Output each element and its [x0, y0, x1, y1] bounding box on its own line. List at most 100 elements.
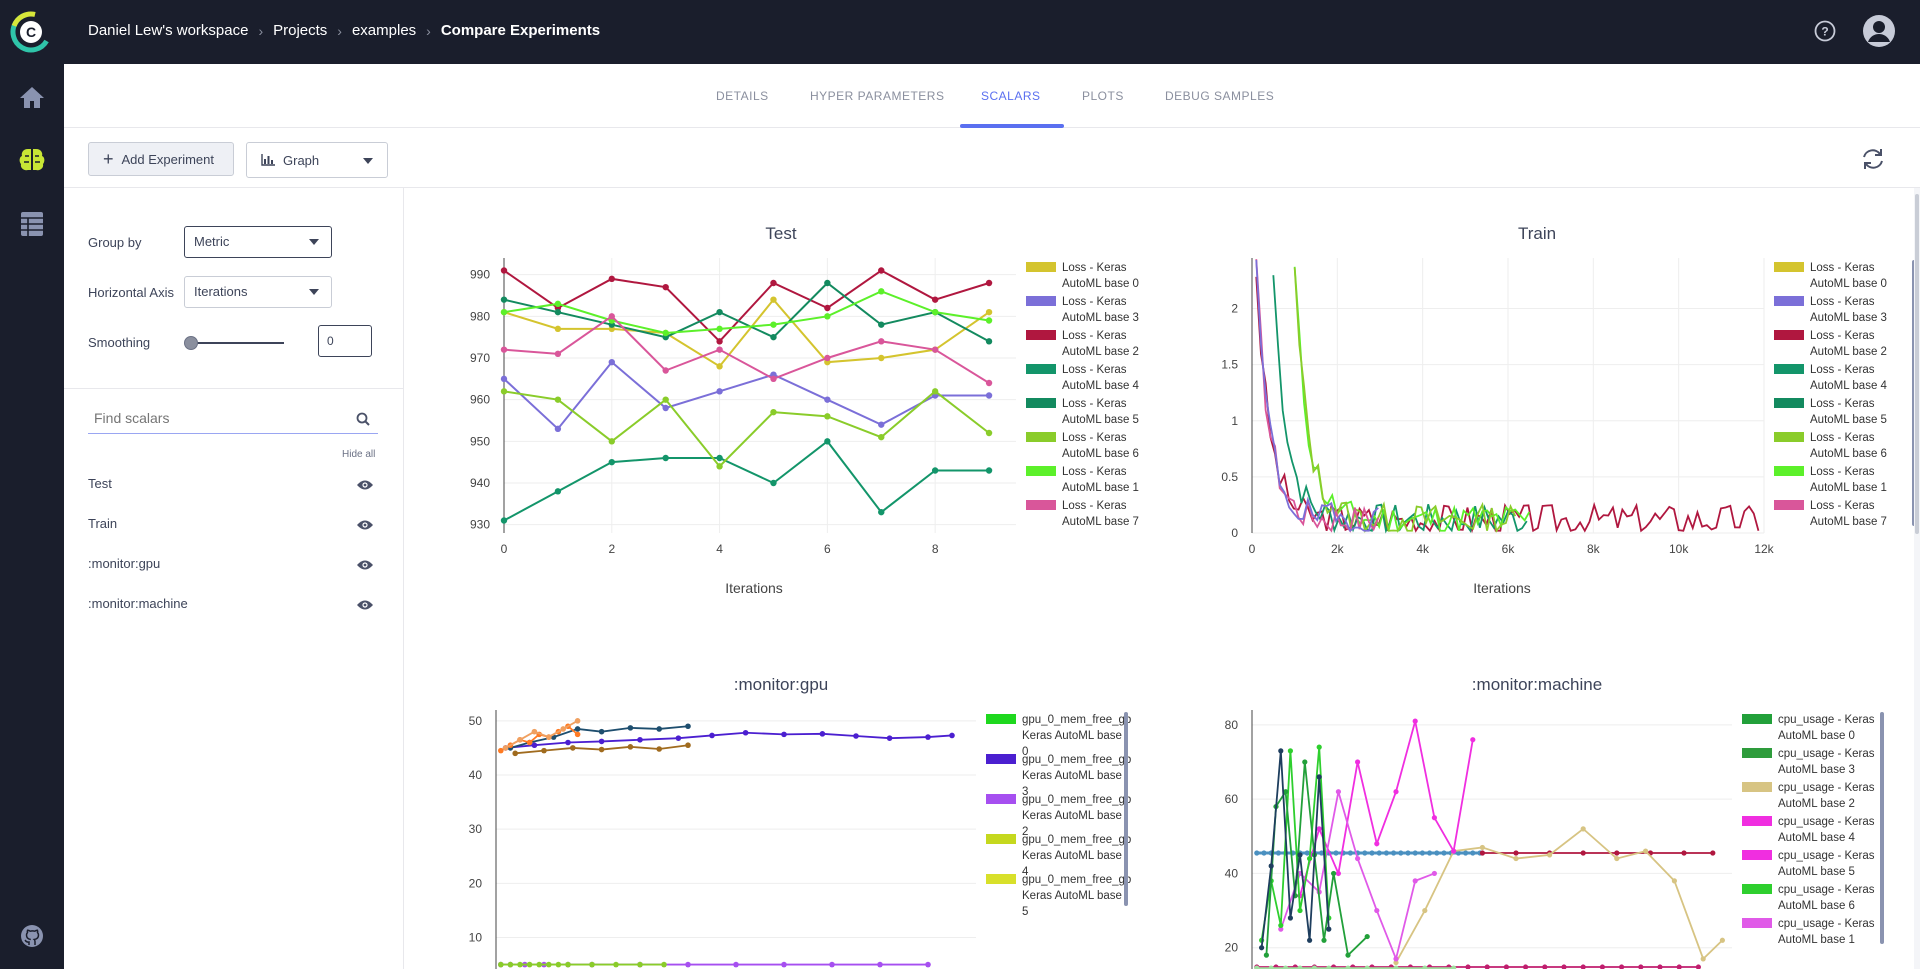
tab-details[interactable]: DETAILS [716, 89, 769, 103]
data-point [1470, 850, 1476, 856]
data-point [1287, 748, 1293, 754]
bar-chart-icon [261, 154, 275, 166]
data-point [878, 321, 885, 328]
data-point [985, 429, 993, 437]
legend-entry: gpu_0_mem_free_gb Keras AutoML base 5 [1022, 874, 1131, 918]
legend-swatch [1026, 262, 1056, 272]
chart-title-monitor-gpu: :monitor:gpu [733, 675, 829, 694]
data-point [1335, 870, 1341, 877]
data-point [716, 308, 723, 316]
group-by-select[interactable]: Metric [184, 226, 332, 258]
smoothing-slider-handle[interactable] [184, 336, 198, 350]
data-point [733, 961, 739, 968]
hide-all-link[interactable]: Hide all [342, 449, 376, 460]
chevron-right-icon: › [258, 22, 264, 39]
legend-entry: Loss - Keras AutoML base 6 [1810, 432, 1887, 460]
data-point [877, 961, 883, 968]
data-point [1362, 850, 1368, 856]
legend-scrollbar [1880, 712, 1884, 944]
data-point [709, 732, 715, 739]
eye-icon[interactable] [356, 559, 374, 571]
charts-scrollbar[interactable] [1914, 188, 1920, 969]
data-point [1681, 850, 1687, 856]
view-mode-select[interactable]: Graph [246, 142, 388, 178]
data-point [878, 421, 885, 428]
data-point [1268, 863, 1274, 869]
add-experiment-button[interactable]: + Add Experiment [88, 142, 234, 176]
tab-debug-samples[interactable]: DEBUG SAMPLES [1165, 89, 1275, 103]
chart-monitor-machine[interactable]: 20 40 60 80 cpu_usage - Keras AutoML base 0 cp… [1160, 710, 1916, 969]
legend-entry: Loss - Keras AutoML base 4 [1810, 364, 1888, 392]
data-point [1278, 926, 1284, 932]
metric-name[interactable]: Train [88, 516, 118, 531]
legend-swatch [1774, 330, 1804, 340]
data-point [662, 396, 669, 403]
eye-icon[interactable] [356, 479, 374, 491]
tab-scalars[interactable]: SCALARS [981, 89, 1041, 103]
data-point [531, 728, 538, 735]
chevron-down-icon [309, 289, 319, 295]
y-tick-label: 50 [469, 714, 483, 728]
help-icon[interactable]: ? [1814, 20, 1836, 42]
data-point [1254, 965, 1260, 969]
find-scalars-input[interactable] [88, 402, 378, 434]
legend-entry: gpu_0_mem_free_gb Keras AutoML base 2 [1022, 794, 1131, 838]
data-point [716, 363, 723, 370]
series-line [1293, 267, 1517, 533]
clearml-logo-icon[interactable]: C [10, 11, 52, 53]
user-avatar-icon[interactable] [1862, 14, 1896, 48]
experiments-nav-button[interactable] [16, 144, 48, 176]
search-icon[interactable] [356, 412, 370, 426]
refresh-icon[interactable] [1860, 148, 1886, 170]
eye-icon[interactable] [356, 599, 374, 611]
data-point [554, 396, 562, 403]
data-point [1333, 850, 1339, 856]
data-point [1263, 952, 1269, 958]
data-point [1302, 759, 1308, 765]
x-axis-label: Iterations [1473, 580, 1531, 596]
data-point [824, 354, 831, 362]
chart-test[interactable]: 930 940 950 960 970 980 990 0 2 4 6 8 Iterations Loss… [404, 258, 1164, 618]
breadcrumb-projects[interactable]: Projects [273, 22, 328, 39]
smoothing-input[interactable]: 0 [318, 325, 372, 357]
metric-name[interactable]: Test [88, 476, 112, 491]
tab-hyper-parameters[interactable]: HYPER PARAMETERS [810, 89, 945, 103]
chart-train[interactable]: 0 0.5 1 1.5 2 0 2k 4k 6k 8k 10k 12k Iterations Loss -… [1160, 258, 1916, 618]
data-point [1297, 907, 1303, 914]
data-point [1297, 965, 1303, 969]
data-point [554, 300, 562, 308]
y-tick-label: 60 [1225, 792, 1239, 806]
legend-entry: cpu_usage - Keras AutoML base 2 [1778, 782, 1875, 810]
data-point [1465, 964, 1471, 969]
eye-icon[interactable] [356, 519, 374, 531]
data-point [1676, 964, 1682, 969]
tab-plots[interactable]: PLOTS [1082, 89, 1124, 103]
home-nav-button[interactable] [16, 81, 48, 113]
metric-name[interactable]: :monitor:machine [88, 596, 188, 611]
plus-icon: + [103, 149, 114, 169]
legend-swatch [986, 794, 1016, 804]
y-tick-label: 930 [470, 518, 490, 532]
data-point [1345, 965, 1351, 969]
legend-entry: cpu_usage - Keras AutoML base 3 [1778, 748, 1875, 776]
data-point [1427, 850, 1433, 856]
data-point [1638, 964, 1644, 969]
datasets-nav-button[interactable] [16, 208, 48, 240]
data-point [1419, 850, 1425, 856]
data-point [1374, 841, 1380, 847]
legend-entry: Loss - Keras AutoML base 7 [1062, 500, 1139, 528]
breadcrumb-workspace[interactable]: Daniel Lew's workspace [88, 22, 249, 39]
chart-monitor-gpu[interactable]: 10 20 30 40 50 gpu_0_mem_free_gb Keras AutoML … [404, 710, 1164, 969]
data-point [531, 742, 538, 749]
legend-swatch [1742, 918, 1772, 928]
database-table-icon [21, 212, 43, 236]
breadcrumb-project[interactable]: examples [351, 22, 417, 39]
data-point [1268, 965, 1274, 969]
series-line [503, 390, 990, 468]
smoothing-slider-track[interactable] [192, 342, 284, 344]
data-point [931, 346, 939, 353]
horizontal-axis-select[interactable]: Iterations [184, 276, 332, 308]
github-icon[interactable] [20, 924, 44, 948]
metric-name[interactable]: :monitor:gpu [88, 556, 161, 571]
series-line [503, 298, 990, 368]
